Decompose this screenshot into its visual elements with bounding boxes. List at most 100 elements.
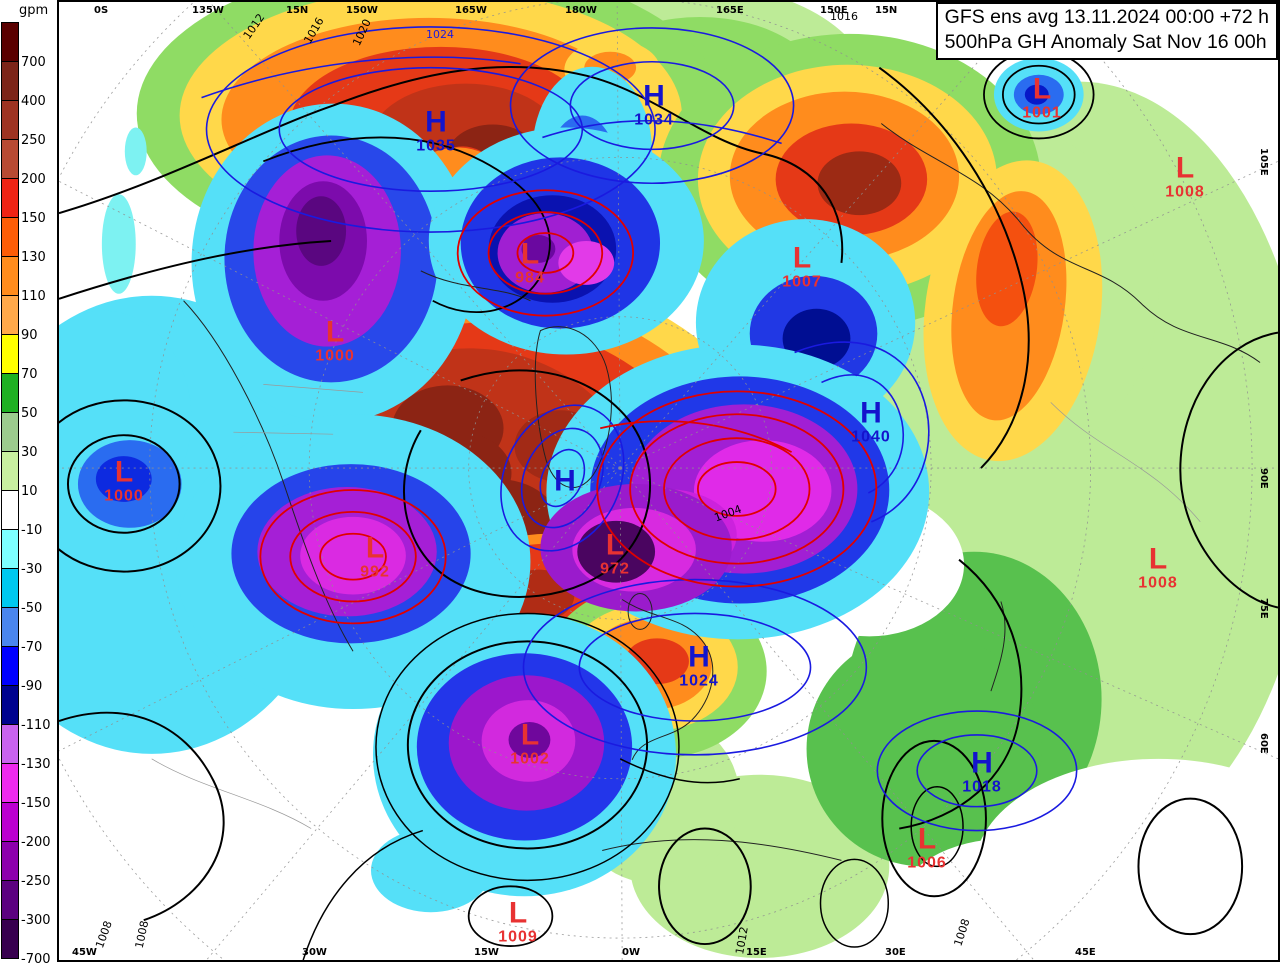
edge-label-bottom: 30W bbox=[302, 947, 327, 958]
colorbar-swatch bbox=[1, 880, 19, 920]
edge-label-top: 180W bbox=[565, 5, 597, 16]
colorbar-tick-label: -10 bbox=[21, 523, 43, 538]
anomaly-region bbox=[124, 127, 147, 176]
anomaly-region bbox=[1024, 84, 1049, 105]
colorbar-step: 400 bbox=[1, 61, 57, 109]
contour-label: 1024 bbox=[426, 28, 454, 41]
colorbar-step: -10 bbox=[1, 490, 57, 538]
edge-label-bottom: 30E bbox=[885, 947, 906, 958]
colorbar-tick-label: -200 bbox=[21, 835, 51, 850]
colorbar-step: 130 bbox=[1, 217, 57, 265]
colorbar-swatch bbox=[1, 451, 19, 491]
edge-label-right: 60E bbox=[1258, 733, 1269, 754]
anomaly-fill-layer bbox=[59, 2, 1278, 960]
colorbar-tick-label: 110 bbox=[21, 289, 46, 304]
anomaly-region bbox=[899, 838, 1119, 960]
colorbar-tick-label: -70 bbox=[21, 640, 43, 655]
anomaly-region bbox=[101, 194, 136, 294]
anomaly-region bbox=[577, 520, 656, 583]
colorbar-tick-label: 700 bbox=[21, 55, 46, 70]
anomaly-region bbox=[296, 196, 347, 266]
colorbar-step: 250 bbox=[1, 100, 57, 148]
map-canvas bbox=[59, 2, 1278, 960]
colorbar-step: -130 bbox=[1, 724, 57, 772]
colorbar-step: -70 bbox=[1, 607, 57, 655]
colorbar-step: -50 bbox=[1, 568, 57, 616]
colorbar-tick-label: 10 bbox=[21, 484, 38, 499]
colorbar-swatch bbox=[1, 568, 19, 608]
colorbar-swatch bbox=[1, 529, 19, 569]
edge-label-top: 165W bbox=[455, 5, 487, 16]
edge-label-bottom: 45E bbox=[1075, 947, 1096, 958]
colorbar-tick-label: -110 bbox=[21, 718, 51, 733]
colorbar-tick-label: 150 bbox=[21, 211, 46, 226]
edge-label-bottom: 15W bbox=[474, 947, 499, 958]
colorbar-swatch bbox=[1, 490, 19, 530]
colorbar-step: 50 bbox=[1, 373, 57, 421]
colorbar-tick-label: -300 bbox=[21, 913, 51, 928]
colorbar-swatch bbox=[1, 919, 19, 959]
colorbar-step: -30 bbox=[1, 529, 57, 577]
colorbar-step: 200 bbox=[1, 139, 57, 187]
country-border-layer bbox=[151, 384, 1201, 829]
colorbar-tick-label: 250 bbox=[21, 133, 46, 148]
colorbar-swatch bbox=[1, 841, 19, 881]
edge-label-top: 15N bbox=[875, 5, 898, 16]
contour-label: 1016 bbox=[830, 10, 858, 23]
anomaly-region bbox=[508, 721, 551, 758]
colorbar-tick-label: -90 bbox=[21, 679, 43, 694]
anomaly-region bbox=[1123, 873, 1278, 960]
anomaly-region bbox=[976, 211, 1038, 327]
colorbar-step: -90 bbox=[1, 646, 57, 694]
anomaly-region bbox=[817, 151, 902, 216]
edge-label-top: 135W bbox=[192, 5, 224, 16]
anomaly-region bbox=[95, 456, 152, 502]
edge-label-top: 15N bbox=[286, 5, 309, 16]
edge-label-right: 90E bbox=[1258, 468, 1269, 489]
colorbar-swatch bbox=[1, 646, 19, 686]
colorbar-step: 10 bbox=[1, 451, 57, 499]
latlon-grid bbox=[59, 2, 1278, 960]
colorbar-step: 110 bbox=[1, 256, 57, 304]
edge-label-top: 165E bbox=[716, 5, 744, 16]
colorbar-tick-label: 130 bbox=[21, 250, 46, 265]
colorbar-swatch bbox=[1, 373, 19, 413]
colorbar-tick-label: 400 bbox=[21, 94, 46, 109]
colorbar-tick-label: 70 bbox=[21, 367, 38, 382]
map-title-box: GFS ens avg 13.11.2024 00:00 +72 h 500hP… bbox=[935, 2, 1278, 60]
colorbar-unit-label: gpm bbox=[19, 3, 49, 18]
colorbar-swatch bbox=[1, 256, 19, 296]
colorbar-tick-label: -150 bbox=[21, 796, 51, 811]
anomaly-region bbox=[806, 631, 1042, 867]
colorbar-swatch bbox=[1, 685, 19, 725]
colorbar-step: 90 bbox=[1, 295, 57, 343]
anomaly-region bbox=[300, 516, 406, 595]
edge-label-bottom: 0W bbox=[622, 947, 640, 958]
edge-label-bottom: 15E bbox=[746, 947, 767, 958]
colorbar-step: -250 bbox=[1, 841, 57, 889]
anomaly-region bbox=[521, 235, 556, 263]
colorbar-tick-label: -50 bbox=[21, 601, 43, 616]
gh-contour-layer bbox=[201, 26, 1078, 832]
colorbar: gpm 700 400 250 200 150 130 110 90 70 50 30 10 -10 -3… bbox=[0, 0, 57, 967]
colorbar-tick-label: 90 bbox=[21, 328, 38, 343]
map-title-line2: 500hPa GH Anomaly Sat Nov 16 00h bbox=[944, 31, 1267, 53]
colorbar-swatch bbox=[1, 178, 19, 218]
colorbar-step: -150 bbox=[1, 763, 57, 811]
colorbar-swatch bbox=[1, 724, 19, 764]
edge-label-top: 150E bbox=[820, 5, 848, 16]
edge-label-top: 0S bbox=[94, 5, 109, 16]
colorbar-step: -700 bbox=[1, 919, 57, 967]
colorbar-step: 150 bbox=[1, 178, 57, 226]
colorbar-swatch bbox=[1, 802, 19, 842]
anomaly-region bbox=[370, 828, 491, 913]
colorbar-tick-label: 200 bbox=[21, 172, 46, 187]
colorbar-tick-label: -700 bbox=[21, 952, 51, 967]
edge-label-top: 150W bbox=[346, 5, 378, 16]
colorbar-swatch bbox=[1, 412, 19, 452]
colorbar-swatch bbox=[1, 22, 19, 62]
map-area: 1012101610201024101610121004100810081012… bbox=[57, 0, 1280, 962]
colorbar-tick-label: 30 bbox=[21, 445, 38, 460]
colorbar-swatch bbox=[1, 217, 19, 257]
colorbar-swatch bbox=[1, 763, 19, 803]
